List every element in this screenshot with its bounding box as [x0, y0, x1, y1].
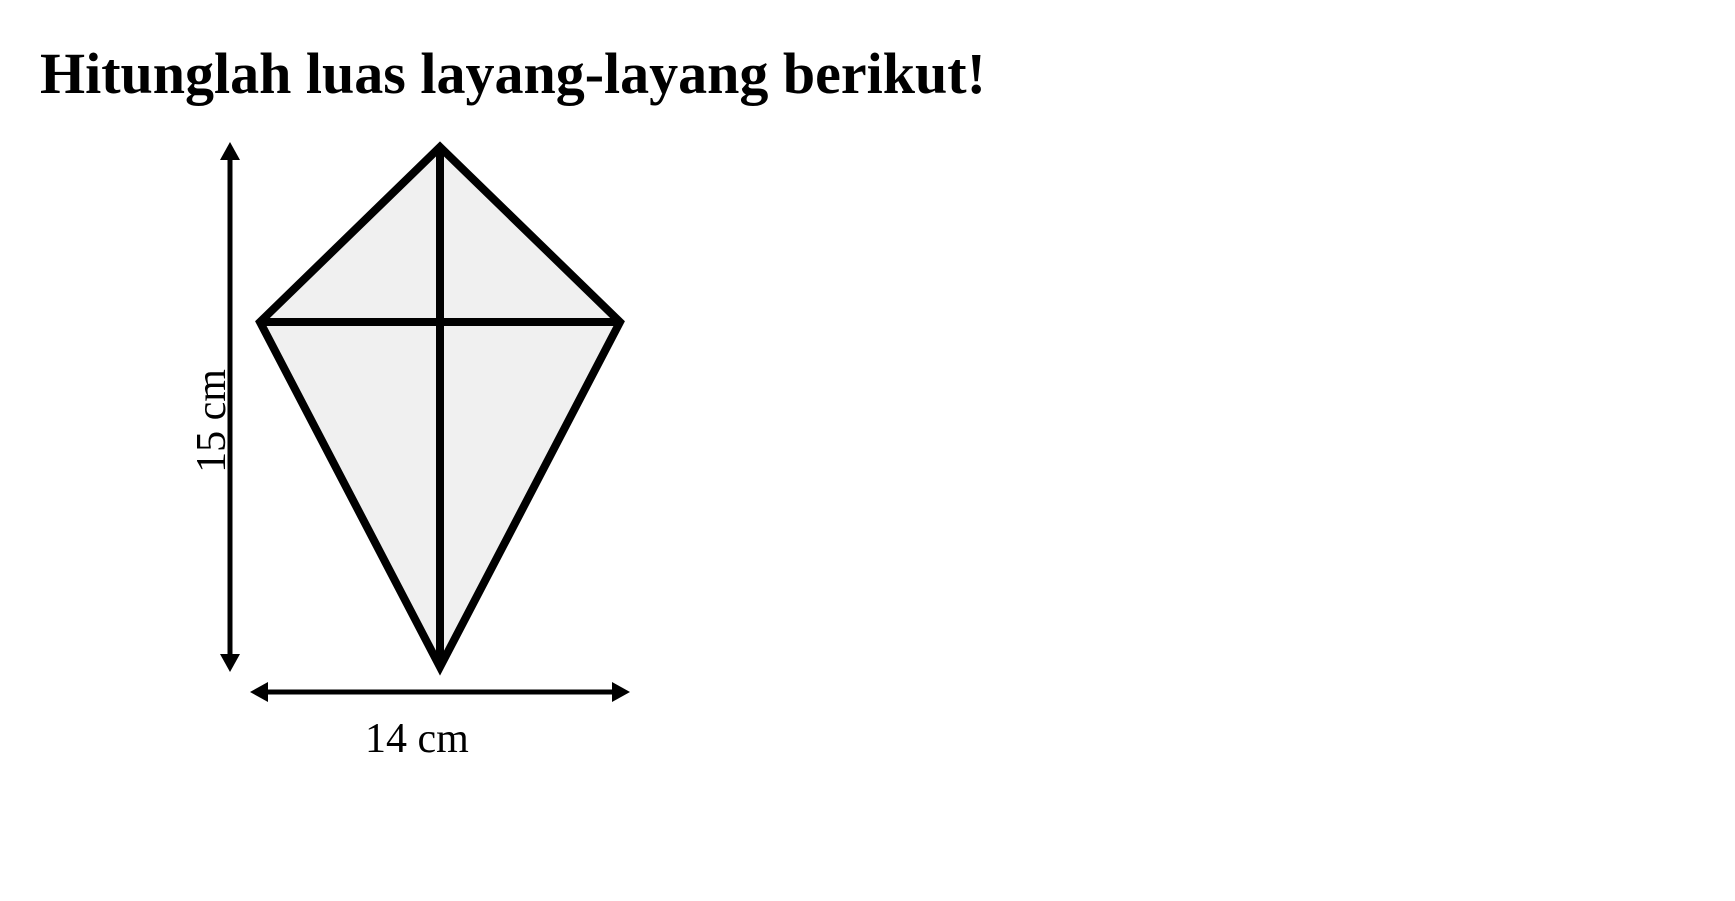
horizontal-dimension-label: 14 cm	[365, 715, 469, 763]
kite-figure: 15 cm 14 cm	[120, 137, 720, 837]
horizontal-arrow	[250, 677, 630, 707]
problem-title: Hitunglah luas layang-layang berikut!	[40, 40, 1695, 107]
kite-shape	[250, 137, 630, 677]
vertical-dimension-label: 15 cm	[188, 369, 236, 473]
